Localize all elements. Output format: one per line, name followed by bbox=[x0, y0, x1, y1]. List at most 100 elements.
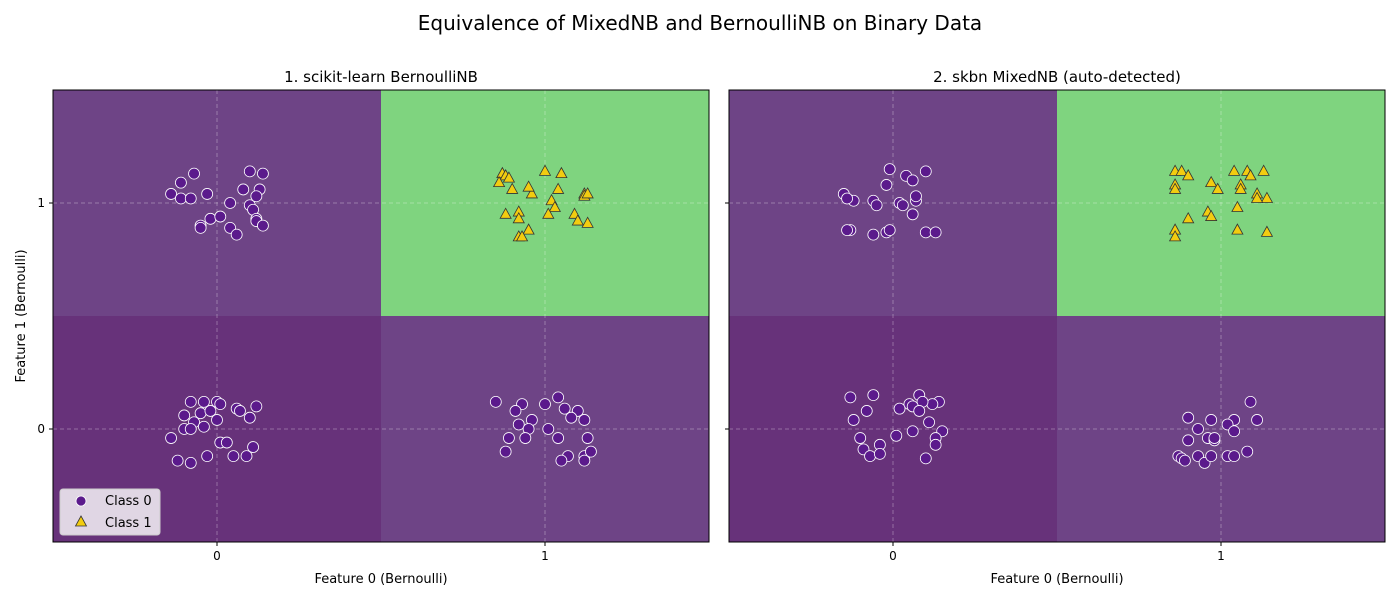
data-point-class0 bbox=[883, 224, 896, 237]
decision-region-class0 bbox=[729, 90, 1057, 316]
data-point-class0 bbox=[204, 405, 217, 417]
data-point-class1 bbox=[522, 223, 535, 235]
data-point-class0 bbox=[230, 228, 243, 241]
data-point-class0 bbox=[250, 400, 263, 413]
data-point-class0 bbox=[227, 450, 240, 463]
data-point-class0 bbox=[870, 199, 883, 212]
data-point-class0 bbox=[197, 395, 210, 408]
x-tick-label: 0 bbox=[213, 549, 221, 563]
data-point-class1 bbox=[1211, 182, 1224, 194]
data-point-class0 bbox=[184, 456, 197, 469]
data-point-class0 bbox=[890, 429, 903, 442]
x-axis-label: Feature 0 (Bernoulli) bbox=[314, 572, 447, 587]
data-point-class0 bbox=[847, 414, 860, 426]
data-point-class0 bbox=[1182, 411, 1195, 424]
data-point-class0 bbox=[555, 454, 568, 467]
data-point-class0 bbox=[542, 423, 555, 435]
y-tick-label: 1 bbox=[37, 196, 45, 210]
data-point-class0 bbox=[211, 414, 223, 426]
x-tick-label: 0 bbox=[889, 549, 897, 563]
data-point-class0 bbox=[906, 174, 919, 187]
data-point-class0 bbox=[854, 432, 867, 444]
decision-region-class0 bbox=[53, 90, 381, 316]
subplot-bernoullinb: 0 1 0 1 1. scikit-learn BernoulliNB Feature… bbox=[14, 68, 710, 587]
data-point-class0 bbox=[489, 395, 502, 408]
data-point-class0 bbox=[1244, 395, 1257, 408]
data-point-class1 bbox=[1168, 182, 1182, 194]
data-point-class0 bbox=[184, 192, 197, 205]
data-point-class1 bbox=[1168, 230, 1182, 242]
data-point-class0 bbox=[1205, 414, 1218, 426]
data-point-class0 bbox=[519, 432, 532, 444]
data-point-class0 bbox=[880, 179, 893, 191]
data-point-class0 bbox=[926, 398, 939, 411]
data-point-class1 bbox=[522, 180, 535, 192]
data-point-class1 bbox=[581, 187, 594, 199]
data-point-class0 bbox=[234, 405, 246, 417]
data-point-class1 bbox=[1204, 175, 1218, 188]
subplot-title: 1. scikit-learn BernoulliNB bbox=[284, 68, 478, 86]
data-point-class0 bbox=[1179, 454, 1191, 467]
decision-region-class0 bbox=[1057, 316, 1385, 542]
data-point-class0 bbox=[509, 405, 522, 417]
data-point-class0 bbox=[873, 447, 886, 460]
data-point-class1 bbox=[492, 175, 506, 188]
data-point-class0 bbox=[194, 221, 207, 234]
data-point-class1 bbox=[555, 166, 568, 179]
subplot-title: 2. skbn MixedNB (auto-detected) bbox=[933, 68, 1181, 86]
data-point-class0 bbox=[864, 450, 876, 463]
data-point-class0 bbox=[867, 389, 880, 402]
data-point-class0 bbox=[214, 398, 227, 411]
data-point-class0 bbox=[240, 450, 253, 463]
data-point-class0 bbox=[1208, 432, 1221, 444]
subplot-mixednb: 0 1 2. skbn MixedNB (auto-detected) Featu… bbox=[725, 68, 1386, 587]
data-point-class0 bbox=[552, 391, 565, 404]
data-point-class0 bbox=[220, 436, 233, 449]
decision-region-class1 bbox=[381, 90, 709, 316]
data-point-class0 bbox=[585, 445, 597, 458]
x-tick-label: 1 bbox=[1217, 549, 1225, 563]
data-point-class0 bbox=[1228, 450, 1241, 463]
data-point-class1 bbox=[571, 214, 584, 226]
data-point-class1 bbox=[1175, 164, 1188, 176]
data-point-class0 bbox=[929, 226, 942, 239]
data-point-class0 bbox=[883, 163, 896, 176]
data-point-class0 bbox=[906, 425, 919, 438]
data-point-class1 bbox=[1260, 225, 1274, 237]
data-point-class1 bbox=[548, 200, 562, 212]
data-point-class1 bbox=[542, 207, 555, 219]
data-point-class0 bbox=[257, 167, 269, 180]
data-point-class1 bbox=[538, 164, 552, 176]
data-point-class0 bbox=[184, 423, 197, 435]
data-point-class0 bbox=[503, 432, 515, 444]
data-point-class1 bbox=[1204, 209, 1218, 221]
legend-class1-label: Class 1 bbox=[105, 516, 152, 531]
data-point-class0 bbox=[552, 432, 565, 444]
data-point-class1 bbox=[1260, 191, 1274, 203]
figure-title: Equivalence of MixedNB and BernoulliNB o… bbox=[418, 11, 982, 35]
data-point-class0 bbox=[175, 176, 187, 189]
data-point-class0 bbox=[910, 190, 922, 203]
data-point-class0 bbox=[214, 210, 227, 223]
data-point-class0 bbox=[247, 441, 259, 453]
data-point-class0 bbox=[919, 165, 932, 178]
data-point-class0 bbox=[1241, 445, 1254, 458]
data-point-class0 bbox=[257, 219, 269, 232]
data-point-class0 bbox=[165, 188, 177, 200]
data-point-class0 bbox=[841, 192, 853, 205]
data-point-class0 bbox=[243, 165, 256, 178]
data-point-class1 bbox=[1250, 191, 1264, 203]
data-point-class0 bbox=[558, 402, 571, 415]
data-point-class0 bbox=[581, 432, 594, 444]
data-point-class0 bbox=[1228, 425, 1241, 438]
data-point-class1 bbox=[1234, 182, 1247, 194]
data-point-class0 bbox=[243, 411, 256, 424]
data-point-class0 bbox=[929, 438, 942, 451]
data-point-class0 bbox=[197, 420, 210, 433]
data-point-class0 bbox=[923, 416, 935, 429]
data-point-class0 bbox=[1205, 450, 1218, 463]
data-point-class0 bbox=[1182, 434, 1195, 447]
data-point-class0 bbox=[841, 224, 853, 237]
data-point-class0 bbox=[175, 192, 187, 205]
